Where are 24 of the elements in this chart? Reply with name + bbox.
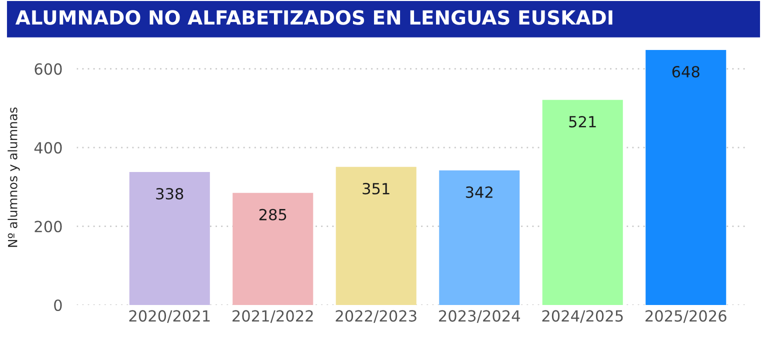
- bar: [232, 192, 314, 306]
- chart-title: ALUMNADO NO ALFABETIZADOS EN LENGUAS EUSKADI: [15, 10, 612, 25]
- data-label: 521: [569, 116, 596, 128]
- bar: [439, 170, 520, 306]
- x-tick-label: 2024/2025: [542, 310, 623, 323]
- bar: [646, 50, 726, 306]
- y-tick-label: 600: [34, 63, 62, 75]
- y-axis-title: Nº alumnos y alumnas: [8, 107, 20, 247]
- x-tick-label: 2020/2021: [129, 310, 210, 323]
- data-label: 338: [156, 188, 184, 200]
- data-label: 648: [672, 66, 700, 78]
- data-label: 285: [259, 208, 286, 220]
- bar: [542, 100, 623, 306]
- x-tick-label: 2023/2024: [439, 310, 520, 323]
- x-tick-label: 2022/2023: [336, 310, 416, 323]
- data-label: 351: [362, 182, 390, 194]
- y-tick-label: 400: [34, 142, 62, 154]
- x-tick-label: 2025/2026: [646, 310, 726, 323]
- y-tick-label: 200: [34, 220, 62, 232]
- x-tick-label: 2021/2022: [232, 310, 313, 323]
- bar: [129, 172, 210, 306]
- y-tick-label: 0: [54, 299, 62, 312]
- data-label: 342: [466, 186, 492, 198]
- bar: [336, 166, 416, 306]
